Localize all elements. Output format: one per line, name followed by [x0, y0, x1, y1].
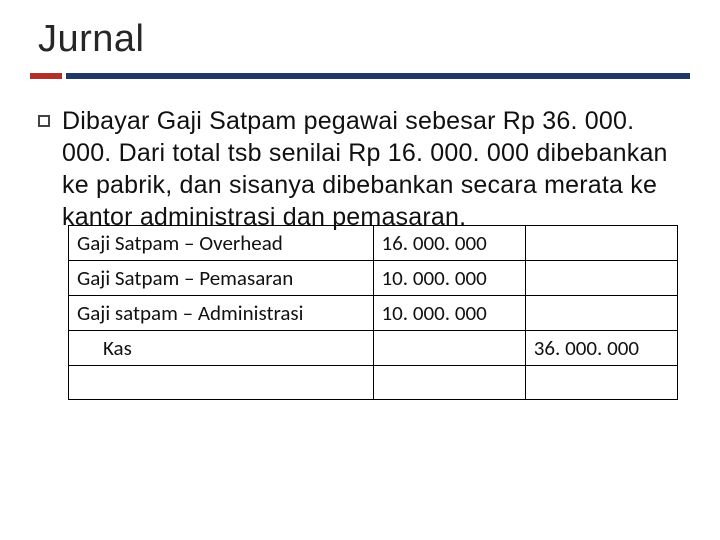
cell-account: Gaji satpam – Administrasi — [69, 296, 374, 331]
rule-bar — [66, 73, 690, 79]
table-row: Gaji satpam – Administrasi 10. 000. 000 — [69, 296, 678, 331]
cell-debit: 10. 000. 000 — [373, 296, 525, 331]
bullet-icon — [38, 115, 50, 127]
cell-credit: 36. 000. 000 — [525, 331, 677, 366]
cell-account — [69, 366, 374, 400]
journal-table-body: Gaji Satpam – Overhead 16. 000. 000 Gaji… — [69, 226, 678, 400]
table-row — [69, 366, 678, 400]
cell-credit — [525, 296, 677, 331]
cell-debit — [373, 366, 525, 400]
cell-debit — [373, 331, 525, 366]
rule-accent — [30, 73, 62, 79]
cell-debit: 10. 000. 000 — [373, 261, 525, 296]
journal-table-wrap: Gaji Satpam – Overhead 16. 000. 000 Gaji… — [68, 225, 678, 400]
page-title: Jurnal — [38, 18, 690, 61]
journal-table: Gaji Satpam – Overhead 16. 000. 000 Gaji… — [68, 225, 678, 400]
table-row: Gaji Satpam – Pemasaran 10. 000. 000 — [69, 261, 678, 296]
cell-account: Kas — [69, 331, 374, 366]
bullet-text: Dibayar Gaji Satpam pegawai sebesar Rp 3… — [62, 105, 682, 233]
bullet-item: Dibayar Gaji Satpam pegawai sebesar Rp 3… — [38, 105, 682, 233]
title-rule — [30, 73, 690, 79]
cell-credit — [525, 366, 677, 400]
cell-account: Gaji Satpam – Pemasaran — [69, 261, 374, 296]
body: Dibayar Gaji Satpam pegawai sebesar Rp 3… — [30, 105, 690, 400]
slide: Jurnal Dibayar Gaji Satpam pegawai sebes… — [0, 0, 720, 540]
cell-credit — [525, 261, 677, 296]
table-row: Kas 36. 000. 000 — [69, 331, 678, 366]
